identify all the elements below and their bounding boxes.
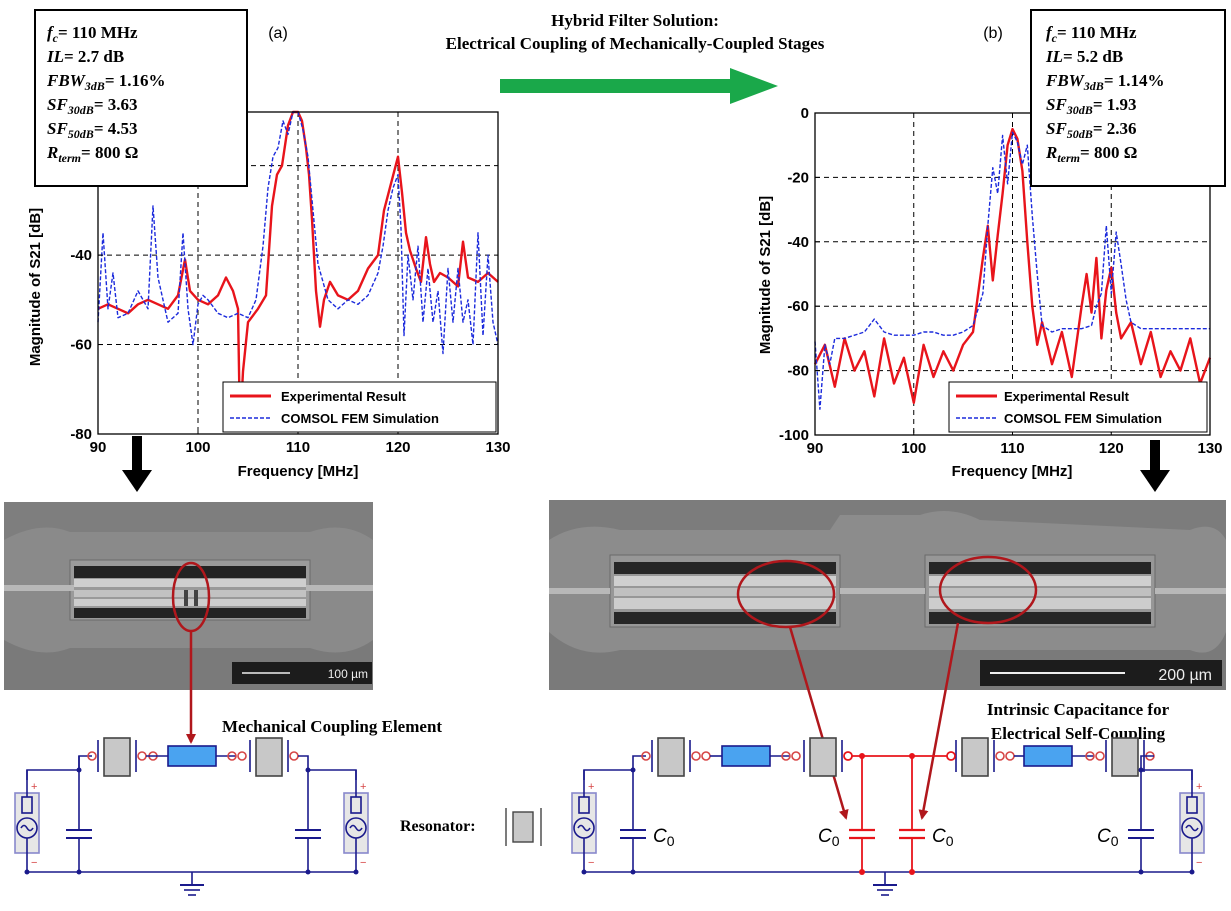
plot-a-spec-box: fc= 110 MHz IL= 2.7 dB FBW3dB= 1.16% SF3… — [34, 9, 248, 187]
svg-text:−: − — [360, 857, 366, 869]
svg-text:IL= 5.2 dB: IL= 5.2 dB — [1045, 47, 1123, 66]
circuit-left — [14, 737, 369, 896]
plot-b: (b) Magnitude of S21 [dB] Frequency [MHz… — [757, 9, 1226, 480]
svg-text:+: + — [588, 781, 594, 793]
plot-b-xtick-label: 130 — [1197, 440, 1222, 457]
spec-b-rterm-value: = 800 Ω — [1080, 143, 1137, 162]
plot-a-simulation-line — [97, 111, 499, 355]
svg-text:Rterm= 800 Ω: Rterm= 800 Ω — [1045, 143, 1137, 165]
svg-text:+: + — [31, 781, 37, 793]
svg-text:SF30dB= 3.63: SF30dB= 3.63 — [47, 95, 138, 117]
plot-a-legend-simulation: COMSOL FEM Simulation — [281, 411, 439, 426]
spec-a-fc-value: = 110 MHz — [58, 23, 138, 42]
intrinsic-cap-ellipse-left — [736, 559, 836, 629]
resonator-legend-label: Resonator: — [400, 818, 476, 835]
svg-text:SF30dB= 1.93: SF30dB= 1.93 — [1046, 95, 1137, 117]
plot-a-ytick-label: -40 — [70, 247, 92, 264]
spec-a-fc-label: f — [47, 23, 55, 42]
plot-a-ylabel: Magnitude of S21 [dB] — [27, 208, 44, 366]
intrinsic-label-line1: Intrinsic Capacitance for — [987, 700, 1170, 719]
svg-text:+: + — [1196, 781, 1202, 793]
spec-b-fc-value: = 110 MHz — [1057, 23, 1137, 42]
hybrid-title-line2: Electrical Coupling of Mechanically-Coup… — [446, 34, 825, 53]
plot-a-ytick-label: -80 — [70, 426, 92, 443]
scale-label-right: 200 µm — [1158, 667, 1212, 684]
mech-coupling-label: Mechanical Coupling Element — [222, 717, 442, 736]
plot-a-xtick-label: 100 — [185, 439, 210, 456]
circuit-right — [571, 737, 1205, 896]
svg-text:SF50dB= 2.36: SF50dB= 2.36 — [1046, 119, 1137, 141]
plot-b-ytick-label: -80 — [787, 363, 809, 380]
green-arrow-icon — [500, 68, 778, 104]
spec-a-sf30-value: = 3.63 — [94, 95, 138, 114]
plot-a-legend-experimental: Experimental Result — [281, 389, 407, 404]
plot-b-legend: Experimental Result COMSOL FEM Simulatio… — [948, 381, 1208, 433]
svg-text:SF50dB= 4.53: SF50dB= 4.53 — [47, 119, 138, 141]
plot-b-tag: (b) — [983, 25, 1003, 42]
pointer-arrow-cap-right — [918, 622, 960, 820]
plot-a-xtick-label: 90 — [90, 439, 107, 456]
svg-text:Rterm= 800 Ω: Rterm= 800 Ω — [46, 143, 138, 165]
plot-b-xtick-label: 100 — [901, 440, 926, 457]
pointer-arrow-cap-left — [788, 626, 849, 820]
plot-b-ytick-label: -100 — [779, 427, 809, 444]
spec-b-fbw-value: = 1.14% — [1104, 71, 1165, 90]
svg-text:IL= 2.7 dB: IL= 2.7 dB — [46, 47, 124, 66]
plot-b-xlabel: Frequency [MHz] — [952, 463, 1073, 480]
svg-text:+: + — [360, 781, 366, 793]
spec-b-sf30-value: = 1.93 — [1093, 95, 1137, 114]
plot-a-tag: (a) — [268, 25, 288, 42]
plot-a-legend: Experimental Result COMSOL FEM Simulatio… — [222, 381, 497, 433]
svg-text:fc= 110 MHz: fc= 110 MHz — [1046, 23, 1137, 45]
sem-micrograph-right: 200 µm — [549, 500, 1226, 690]
svg-text:−: − — [31, 857, 37, 869]
plot-b-ytick-label: 0 — [801, 105, 809, 122]
sem-micrograph-left: 100 µm — [4, 502, 373, 690]
plot-a-xtick-label: 120 — [385, 439, 410, 456]
plot-b-xtick-label: 90 — [807, 440, 824, 457]
c0-label-1: C0 — [653, 826, 675, 849]
spec-a-fbw-value: = 1.16% — [105, 71, 166, 90]
spec-b-sf50-value: = 2.36 — [1093, 119, 1137, 138]
intrinsic-cap-ellipse-right — [938, 555, 1038, 625]
plot-b-ylabel: Magnitude of S21 [dB] — [757, 196, 774, 354]
c0-label-3: C0 — [932, 826, 954, 849]
intrinsic-label-line2: Electrical Self-Coupling — [991, 724, 1166, 743]
plot-a-xlabel: Frequency [MHz] — [238, 463, 359, 480]
svg-text:fc= 110 MHz: fc= 110 MHz — [47, 23, 138, 45]
resonator-symbol-icon — [505, 808, 542, 846]
c0-label-2: C0 — [818, 826, 840, 849]
plot-b-experimental-line — [813, 127, 1212, 404]
svg-text:FBW3dB= 1.14%: FBW3dB= 1.14% — [1045, 71, 1165, 93]
down-arrow-icon — [1140, 440, 1170, 492]
plot-b-legend-simulation: COMSOL FEM Simulation — [1004, 411, 1162, 426]
spec-a-il-value: = 2.7 dB — [64, 47, 124, 66]
plot-b-ytick-label: -40 — [787, 234, 809, 251]
svg-text:−: − — [588, 857, 594, 869]
plot-b-xtick-label: 120 — [1099, 440, 1124, 457]
plot-b-xtick-label: 110 — [1000, 440, 1024, 457]
plot-b-legend-experimental: Experimental Result — [1004, 389, 1130, 404]
plot-b-spec-box: fc= 110 MHz IL= 5.2 dB FBW3dB= 1.14% SF3… — [1030, 9, 1226, 187]
down-arrow-icon — [122, 436, 152, 492]
spec-a-sf50-value: = 4.53 — [94, 119, 138, 138]
svg-text:FBW3dB= 1.16%: FBW3dB= 1.16% — [46, 71, 166, 93]
plot-a: (a) Magnitude of S21 [dB] Frequency [MHz… — [27, 9, 511, 480]
spec-a-rterm-value: = 800 Ω — [81, 143, 138, 162]
svg-text:−: − — [1196, 857, 1202, 869]
intrinsic-capacitors — [843, 751, 956, 875]
plot-a-xtick-label: 110 — [286, 439, 310, 456]
plot-a-experimental-line — [97, 110, 499, 431]
c0-label-4: C0 — [1097, 826, 1119, 849]
hybrid-title-line1: Hybrid Filter Solution: — [551, 11, 719, 30]
plot-b-ytick-label: -20 — [787, 169, 809, 186]
plot-a-xtick-label: 130 — [485, 439, 510, 456]
spec-b-il-value: = 5.2 dB — [1063, 47, 1123, 66]
scale-label-left: 100 µm — [328, 667, 368, 681]
plot-b-ytick-label: -60 — [787, 298, 809, 315]
plot-a-ytick-label: -60 — [70, 337, 92, 354]
plot-b-simulation-line — [814, 131, 1210, 410]
